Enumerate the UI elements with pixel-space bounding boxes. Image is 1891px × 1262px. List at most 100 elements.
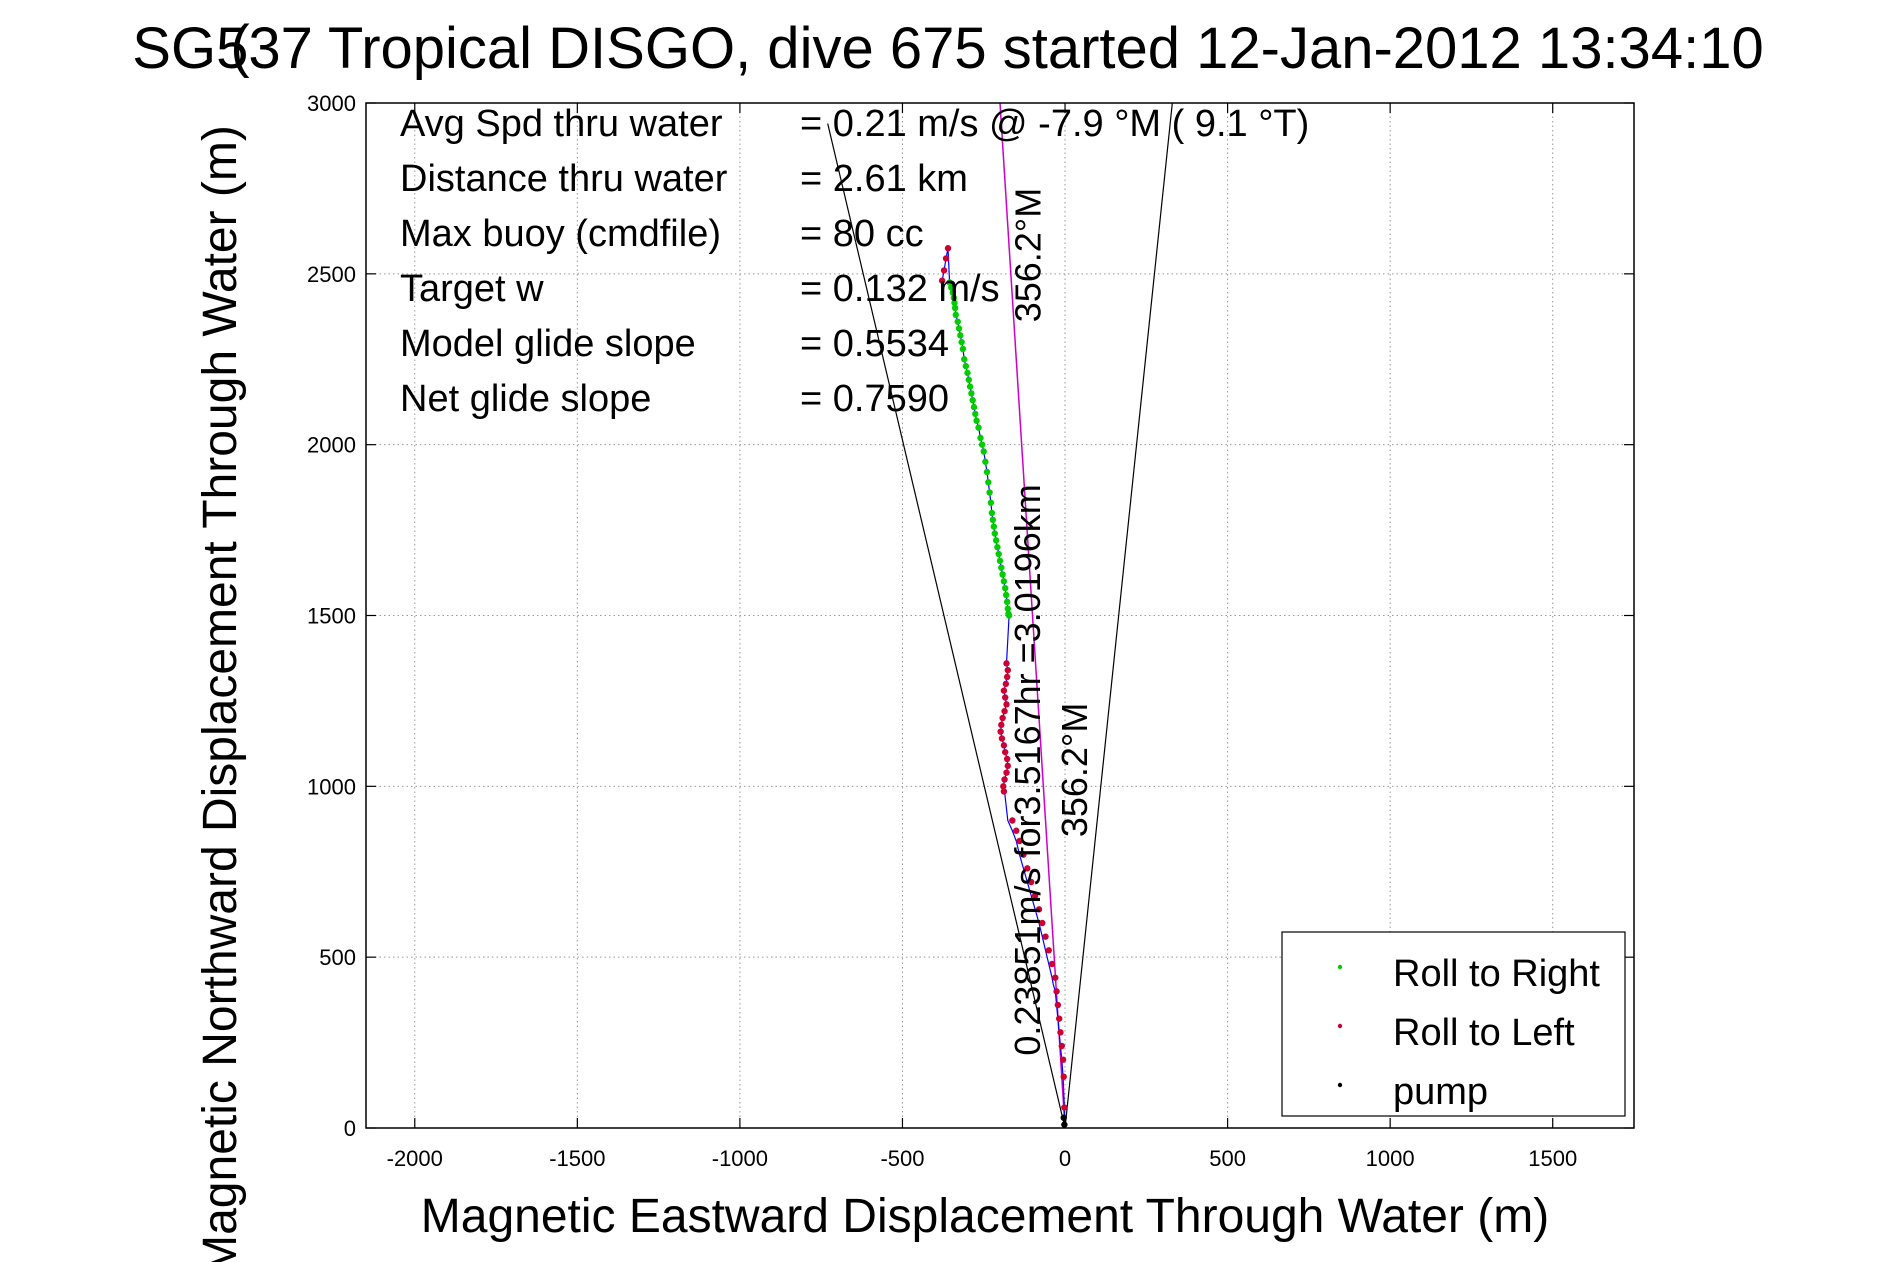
roll-to-right-point-22 xyxy=(975,424,982,431)
roll-to-right-point-27 xyxy=(983,468,991,476)
roll-to-left-point-6 xyxy=(1003,673,1011,681)
roll-to-left-point-36 xyxy=(1052,974,1059,981)
roll-to-left-point-30 xyxy=(1031,892,1039,899)
legend-marker-pump xyxy=(1337,1082,1343,1088)
roll-to-right-point-15 xyxy=(965,376,972,383)
roll-to-right-point-21 xyxy=(973,417,980,424)
roll-to-right-point-33 xyxy=(990,523,998,530)
roll-to-left-point-7 xyxy=(1002,680,1010,688)
roll-to-right-point-24 xyxy=(978,441,986,448)
roll-to-left-point-5 xyxy=(1004,666,1012,674)
roll-to-left-point-15 xyxy=(998,735,1006,742)
legend-label-pump: pump xyxy=(1393,1071,1488,1113)
roll-to-left-point-10 xyxy=(1003,701,1010,708)
cone-line-0 xyxy=(827,123,1066,1129)
x-tick-label-2: -1000 xyxy=(712,1146,768,1171)
roll-to-left-point-29 xyxy=(1028,878,1035,886)
roll-to-right-point-12 xyxy=(961,356,968,363)
roll-to-left-point-2 xyxy=(942,255,950,262)
roll-to-right-point-29 xyxy=(986,489,993,496)
roll-to-right-point-9 xyxy=(957,332,964,339)
roll-to-right-point-0 xyxy=(946,279,953,286)
legend-marker-roll-right xyxy=(1337,964,1343,970)
heading-annotation-top: 356.2°M xyxy=(1008,188,1049,322)
roll-to-right-point-43 xyxy=(1002,591,1010,599)
stat-value-target-w: = 0.132 m/s xyxy=(800,268,1000,310)
stat-value-model-glide: = 0.5534 xyxy=(800,323,949,365)
y-tick-label-2: 1000 xyxy=(307,774,356,799)
roll-to-right-point-1 xyxy=(948,284,955,291)
x-tick-label-7: 1500 xyxy=(1528,1146,1577,1171)
roll-to-left-point-27 xyxy=(1020,851,1027,858)
roll-to-right-point-34 xyxy=(991,530,998,537)
roll-to-left-point-0 xyxy=(938,277,946,284)
roll-to-right-point-37 xyxy=(995,550,1002,558)
roll-to-left-point-43 xyxy=(1060,1073,1067,1080)
roll-to-left-point-3 xyxy=(944,245,952,252)
y-tick-label-6: 3000 xyxy=(307,91,356,116)
stat-value-max-buoy: = 80 cc xyxy=(800,213,924,255)
roll-to-right-point-40 xyxy=(999,571,1006,578)
speed-duration-annotation: 0.23851m/s for3.5167hr =3.0196km xyxy=(1007,484,1048,1055)
stat-label-model-glide: Model glide slope xyxy=(400,323,696,365)
roll-to-left-point-11 xyxy=(1001,707,1008,715)
roll-to-left-point-35 xyxy=(1048,960,1056,968)
y-axis-label: Magnetic Northward Displacement Through … xyxy=(194,125,247,1262)
roll-to-left-point-21 xyxy=(1001,776,1008,783)
x-tick-label-5: 500 xyxy=(1209,1146,1246,1171)
roll-to-right-point-25 xyxy=(980,448,987,455)
stat-value-avg-speed: = 0.21 m/s @ -7.9 °M ( 9.1 °T) xyxy=(800,103,1309,145)
roll-to-right-point-35 xyxy=(992,537,1000,544)
chart-title: SG537 Tropical DISGO, dive 675 started 1… xyxy=(132,16,1763,81)
pump-point-0 xyxy=(1060,1114,1067,1121)
x-tick-label-4: 0 xyxy=(1059,1146,1071,1171)
pump-point-1 xyxy=(1061,1121,1068,1128)
roll-to-right-point-6 xyxy=(952,311,959,319)
roll-to-right-point-36 xyxy=(994,543,1001,551)
y-tick-label-0: 0 xyxy=(344,1116,356,1141)
y-tick-label-4: 2000 xyxy=(307,433,356,458)
roll-to-left-point-37 xyxy=(1053,988,1060,995)
y-tick-label-1: 500 xyxy=(319,945,356,970)
roll-to-left-point-33 xyxy=(1042,933,1049,940)
roll-to-right-point-28 xyxy=(985,479,992,486)
roll-to-right-point-19 xyxy=(970,403,978,411)
roll-to-right-point-42 xyxy=(1002,584,1009,592)
roll-to-left-point-26 xyxy=(1016,837,1023,845)
x-tick-label-0: -2000 xyxy=(387,1146,443,1171)
roll-to-right-point-47 xyxy=(1005,612,1013,619)
roll-to-left-point-39 xyxy=(1055,1015,1063,1022)
stat-label-target-w: Target w xyxy=(400,268,544,310)
roll-to-left-point-24 xyxy=(1009,817,1016,824)
roll-to-right-point-38 xyxy=(996,557,1004,565)
roll-to-right-point-2 xyxy=(949,289,957,296)
heading-line xyxy=(999,102,1066,1129)
roll-to-left-point-25 xyxy=(1013,827,1020,834)
roll-to-right-point-41 xyxy=(1000,578,1008,585)
roll-to-left-point-20 xyxy=(1003,769,1010,776)
heading-cone xyxy=(827,102,1173,1129)
roll-to-left-point-28 xyxy=(1024,865,1031,872)
roll-to-left-point-41 xyxy=(1058,1042,1065,1050)
roll-to-right-point-39 xyxy=(998,564,1005,571)
x-axis-label: Magnetic Eastward Displacement Through W… xyxy=(421,1190,1549,1243)
x-tick-label-1: -1500 xyxy=(549,1146,605,1171)
y-axis-ticks: 0 500 1000 1500 2000 2500 3000 xyxy=(307,91,1634,1141)
roll-to-left-point-12 xyxy=(999,714,1006,722)
roll-to-right-point-32 xyxy=(989,516,997,524)
roll-to-left-point-22 xyxy=(1000,783,1007,790)
title-overstrike-glyph: ( xyxy=(230,14,249,79)
x-axis-ticks: -2000 -1500 -1000 -500 0 500 1000 1500 xyxy=(387,103,1577,1171)
roll-to-right-point-10 xyxy=(958,338,965,346)
roll-to-left-point-31 xyxy=(1035,906,1043,913)
roll-to-right-point-7 xyxy=(954,318,961,325)
roll-to-right-point-45 xyxy=(1004,605,1012,612)
legend-marker-roll-left xyxy=(1337,1023,1343,1029)
stat-label-net-glide: Net glide slope xyxy=(400,378,651,420)
data-series xyxy=(938,245,1068,1129)
roll-to-right-point-30 xyxy=(987,499,995,506)
roll-to-left-point-8 xyxy=(1000,687,1008,694)
roll-to-right-point-20 xyxy=(972,410,979,418)
roll-to-left-point-13 xyxy=(998,721,1005,729)
roll-to-left-point-42 xyxy=(1059,1056,1067,1063)
